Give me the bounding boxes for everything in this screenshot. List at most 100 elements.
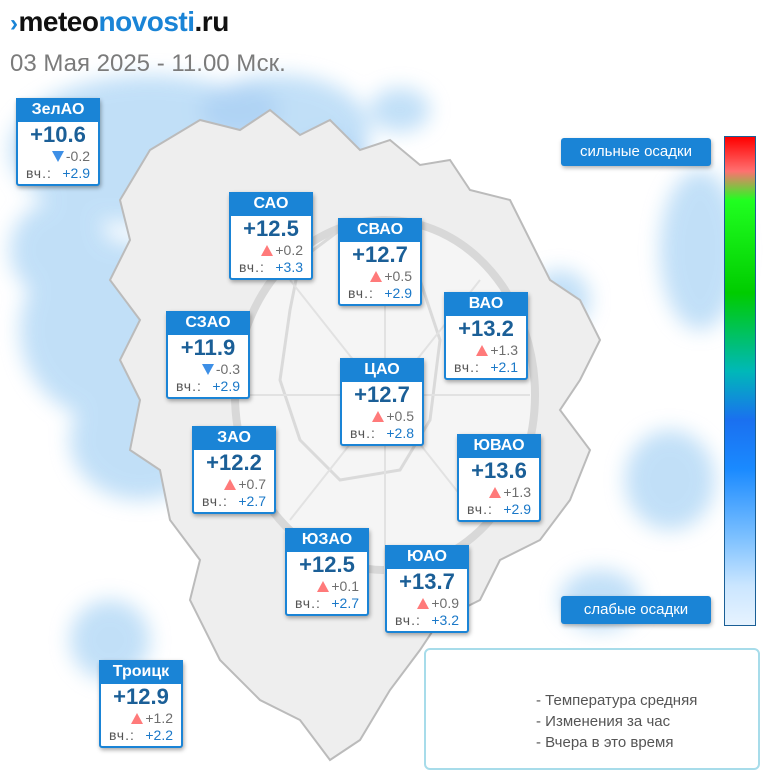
yesterday-value: +2.8 [386, 425, 414, 441]
brand-logo[interactable]: ›meteonovosti.ru [10, 6, 229, 38]
hourly-change-value: +0.5 [384, 268, 412, 284]
hourly-change: +0.5 [342, 408, 422, 424]
district-card[interactable]: Троицк +12.9 +1.2 вч.: +2.2 [99, 660, 183, 748]
district-name: ВАО [444, 292, 528, 316]
district-card[interactable]: СВАО +12.7 +0.5 вч.: +2.9 [338, 218, 422, 306]
yesterday-row: вч.: +2.8 [342, 424, 422, 444]
district-name: ЮАО [385, 545, 469, 569]
district-temperature: +12.5 [243, 216, 299, 241]
arrow-up-icon [370, 271, 383, 282]
yesterday-label: вч.: [350, 425, 376, 441]
yesterday-value: +2.9 [384, 285, 412, 301]
yesterday-value: +2.1 [490, 359, 518, 375]
hourly-change: -0.3 [168, 361, 248, 377]
yesterday-row: вч.: +2.9 [459, 500, 539, 520]
yesterday-value: +2.7 [331, 595, 359, 611]
hourly-change: +0.1 [287, 578, 367, 594]
hourly-change-value: +0.7 [238, 476, 266, 492]
hourly-change-value: -0.3 [215, 361, 240, 377]
district-card[interactable]: СЗАО +11.9 -0.3 вч.: +2.9 [166, 311, 250, 399]
yesterday-value: +2.9 [503, 501, 531, 517]
yesterday-value: +3.2 [431, 612, 459, 628]
district-temperature: +12.2 [206, 450, 262, 475]
arrow-up-icon [224, 479, 237, 490]
yesterday-label: вч.: [454, 359, 480, 375]
district-name: Троицк [99, 660, 183, 684]
district-name: ЮЗАО [285, 528, 369, 552]
district-name: СВАО [338, 218, 422, 242]
hourly-change: +1.3 [459, 484, 539, 500]
brand-part-2: novosti [98, 6, 195, 37]
legend-box: - Температура средняя - Изменения за час -… [424, 648, 760, 770]
hourly-change-value: +1.3 [503, 484, 531, 500]
yesterday-row: вч.: +2.9 [340, 284, 420, 304]
district-temperature: +13.7 [399, 569, 455, 594]
district-name: САО [229, 192, 313, 216]
yesterday-row: вч.: +2.9 [18, 164, 98, 184]
district-card[interactable]: САО +12.5 +0.2 вч.: +3.3 [229, 192, 313, 280]
district-card[interactable]: ЮЗАО +12.5 +0.1 вч.: +2.7 [285, 528, 369, 616]
yesterday-row: вч.: +2.9 [168, 377, 248, 397]
district-card[interactable]: ЦАО +12.7 +0.5 вч.: +2.8 [340, 358, 424, 446]
yesterday-row: вч.: +2.7 [287, 594, 367, 614]
district-card[interactable]: ЮВАО +13.6 +1.3 вч.: +2.9 [457, 434, 541, 522]
brand-part-3: .ru [194, 6, 230, 37]
hourly-change: +0.5 [340, 268, 420, 284]
yesterday-label: вч.: [176, 378, 202, 394]
yesterday-row: вч.: +3.2 [387, 611, 467, 631]
district-card[interactable]: ЗелАО +10.6 -0.2 вч.: +2.9 [16, 98, 100, 186]
yesterday-row: вч.: +2.2 [101, 726, 181, 746]
yesterday-label: вч.: [239, 259, 265, 275]
district-temperature: +13.2 [458, 316, 514, 341]
district-temperature: +10.6 [30, 122, 86, 147]
yesterday-row: вч.: +3.3 [231, 258, 311, 278]
forecast-datetime: 03 Мая 2025 - 11.00 Мск. [10, 50, 286, 77]
district-temperature: +13.6 [471, 458, 527, 483]
hourly-change-value: +0.2 [275, 242, 303, 258]
hourly-change-value: +0.5 [386, 408, 414, 424]
arrow-up-icon [261, 245, 274, 256]
hourly-change: +1.3 [446, 342, 526, 358]
yesterday-value: +3.3 [275, 259, 303, 275]
district-card[interactable]: ЮАО +13.7 +0.9 вч.: +3.2 [385, 545, 469, 633]
arrow-up-icon [489, 487, 502, 498]
district-name: ЮВАО [457, 434, 541, 458]
yesterday-value: +2.9 [62, 165, 90, 181]
yesterday-value: +2.9 [212, 378, 240, 394]
district-temperature: +11.9 [180, 335, 236, 360]
district-name: ЦАО [340, 358, 424, 382]
yesterday-row: вч.: +2.1 [446, 358, 526, 378]
scale-top-label: сильные осадки [561, 138, 711, 166]
legend-item: - Вчера в это время [536, 734, 674, 751]
district-card[interactable]: ВАО +13.2 +1.3 вч.: +2.1 [444, 292, 528, 380]
legend-item: - Изменения за час [536, 713, 671, 730]
district-card[interactable]: ЗАО +12.2 +0.7 вч.: +2.7 [192, 426, 276, 514]
arrow-up-icon [131, 713, 144, 724]
hourly-change: -0.2 [18, 148, 98, 164]
district-temperature: +12.7 [352, 242, 408, 267]
hourly-change: +0.2 [231, 242, 311, 258]
scale-bottom-label: слабые осадки [561, 596, 711, 624]
chevron-logo-icon: › [10, 10, 18, 37]
district-temperature: +12.7 [354, 382, 410, 407]
yesterday-row: вч.: +2.7 [194, 492, 274, 512]
hourly-change-value: -0.2 [65, 148, 90, 164]
arrow-down-icon [51, 151, 64, 162]
district-temperature: +12.5 [299, 552, 355, 577]
legend-item: - Температура средняя [536, 692, 698, 709]
hourly-change-value: +0.1 [331, 578, 359, 594]
arrow-up-icon [417, 598, 430, 609]
hourly-change-value: +1.2 [145, 710, 173, 726]
district-name: ЗелАО [16, 98, 100, 122]
yesterday-label: вч.: [202, 493, 228, 509]
hourly-change-value: +0.9 [431, 595, 459, 611]
hourly-change: +0.9 [387, 595, 467, 611]
hourly-change: +0.7 [194, 476, 274, 492]
arrow-up-icon [476, 345, 489, 356]
hourly-change: +1.2 [101, 710, 181, 726]
brand-part-1: meteo [18, 6, 99, 37]
yesterday-label: вч.: [395, 612, 421, 628]
legend-list: - Температура средняя - Изменения за час -… [536, 690, 697, 753]
hourly-change-value: +1.3 [490, 342, 518, 358]
precipitation-scale [724, 136, 756, 626]
